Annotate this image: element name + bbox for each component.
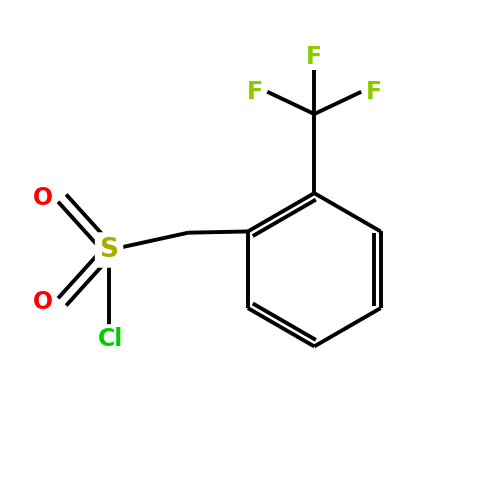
Text: F: F	[247, 80, 263, 104]
Text: S: S	[100, 237, 118, 263]
Text: Cl: Cl	[98, 327, 124, 351]
Text: F: F	[366, 80, 382, 104]
Text: F: F	[306, 45, 322, 69]
Text: O: O	[34, 186, 54, 210]
Text: O: O	[34, 290, 54, 314]
